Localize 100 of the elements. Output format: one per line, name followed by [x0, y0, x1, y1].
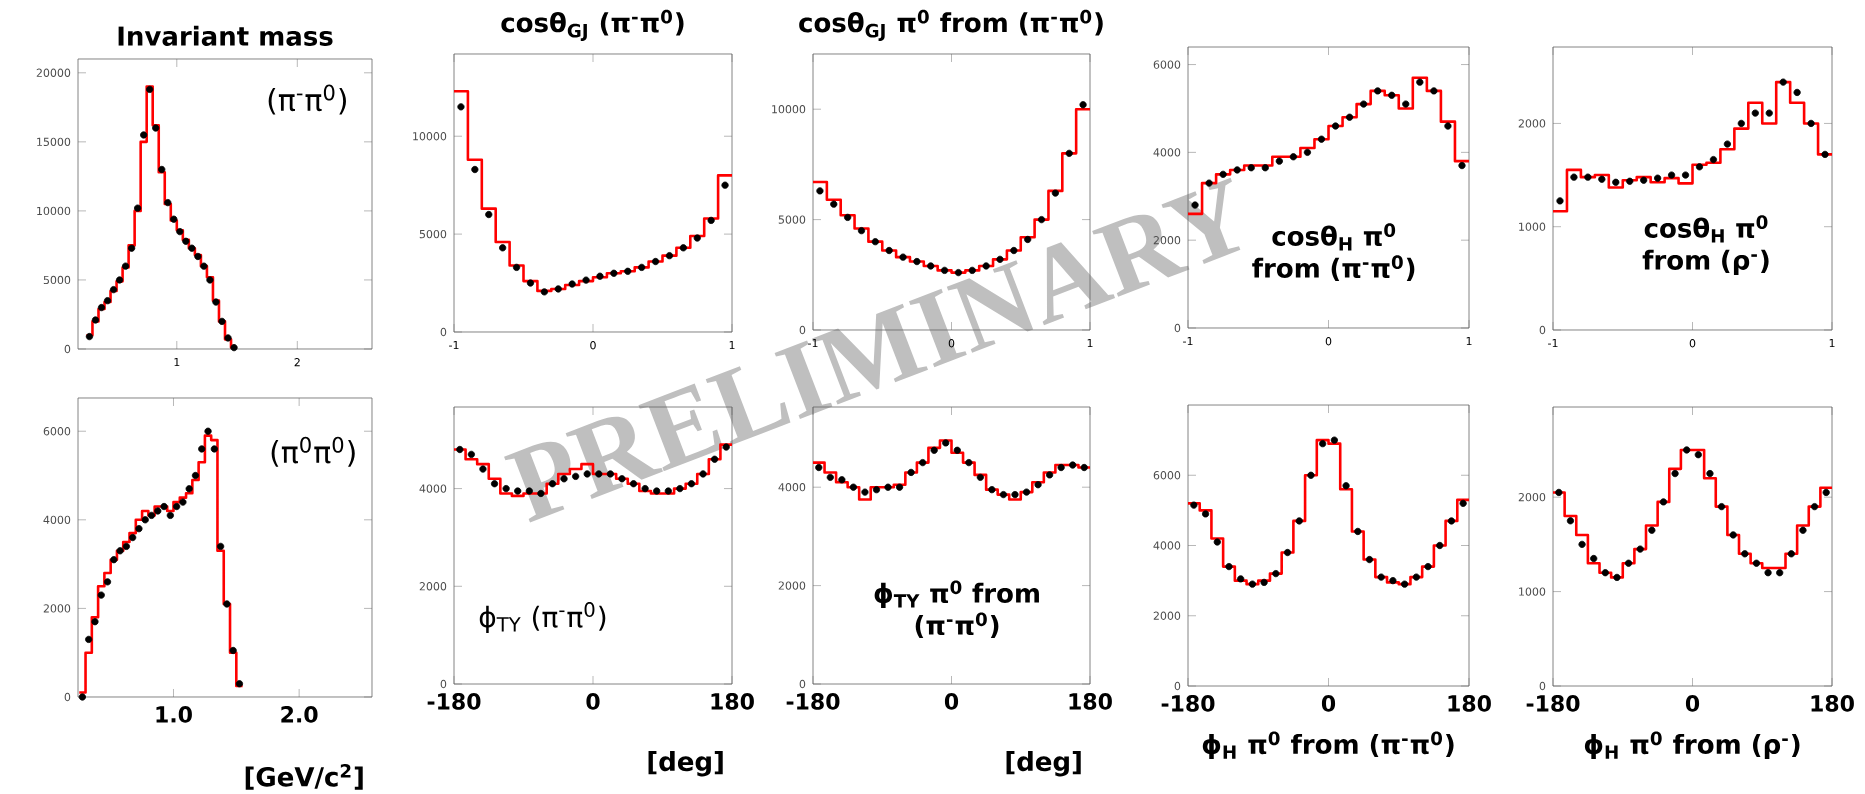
point	[1640, 176, 1648, 184]
chart-title: Invariant mass	[118, 25, 333, 46]
x-tick-label: 180	[1811, 695, 1854, 712]
text: ϕ$_{TY}$ π$^{0}$ from (π$^{-}$π$^{0}$)	[874, 580, 1039, 639]
point	[1307, 471, 1315, 479]
y-tick-label: 1000	[1519, 587, 1546, 596]
x-axis-title: [deg]	[1006, 751, 1081, 777]
y-tick-label: 0	[440, 327, 447, 337]
point	[122, 262, 130, 270]
x-tick-label: 2.0	[281, 706, 318, 723]
point	[1695, 163, 1704, 171]
point	[1723, 140, 1731, 148]
y-tick-label: 2000	[778, 581, 806, 590]
text: ϕ$_{H}$ π$^{0}$ from (π$^{-}$π$^{0}$)	[1202, 731, 1454, 760]
point	[1233, 166, 1241, 174]
point	[457, 103, 465, 111]
point	[1365, 555, 1374, 564]
y-tick-label: 1000	[1519, 222, 1546, 231]
point	[1765, 109, 1773, 117]
point	[1751, 109, 1759, 117]
point	[1821, 150, 1829, 159]
point	[185, 485, 193, 493]
x-tick-label: -1	[449, 341, 459, 350]
point	[1377, 573, 1385, 581]
point	[1213, 538, 1221, 546]
point	[229, 646, 237, 655]
annotation: (π$^{-}$π$^{0}$)	[268, 84, 346, 115]
x-tick-label: 0	[586, 693, 600, 710]
point	[1401, 580, 1409, 588]
point	[200, 262, 208, 270]
point	[1776, 569, 1784, 577]
y-tick-label: 0	[1174, 681, 1181, 691]
point	[1330, 436, 1338, 444]
point	[1225, 562, 1233, 571]
y-tick-label: 20000	[36, 68, 71, 77]
x-tick-label: 0	[944, 693, 959, 710]
point	[1402, 100, 1410, 108]
point	[122, 542, 130, 550]
point	[1079, 101, 1087, 109]
x-tick-label: 180	[1069, 693, 1112, 710]
point	[1436, 541, 1444, 550]
y-tick-label: 6000	[43, 427, 71, 436]
x-tick-label: -180	[427, 693, 481, 710]
point	[1319, 440, 1327, 448]
point	[166, 511, 174, 519]
point	[1289, 153, 1297, 161]
x-tick-label: 1	[1829, 339, 1835, 348]
point	[1648, 526, 1656, 534]
point	[194, 252, 202, 261]
point	[1556, 197, 1564, 205]
point	[1275, 157, 1283, 165]
y-tick-label: 4000	[1153, 541, 1181, 550]
point	[1694, 451, 1702, 459]
point	[191, 471, 200, 480]
x-tick-label: 1.0	[156, 706, 192, 723]
point	[1654, 174, 1662, 182]
point	[1717, 503, 1726, 511]
point	[1752, 559, 1761, 567]
x-axis-title: [deg]	[648, 751, 723, 777]
point	[1283, 548, 1292, 557]
x-tick-label: -1	[1548, 339, 1558, 348]
point	[1667, 171, 1676, 179]
point	[1444, 122, 1452, 130]
point	[173, 502, 181, 511]
point	[146, 85, 154, 93]
point	[1374, 87, 1382, 95]
point	[1636, 545, 1644, 553]
point	[1303, 148, 1312, 156]
point	[1793, 88, 1801, 97]
point	[1458, 161, 1466, 170]
y-tick-label: 4000	[419, 484, 447, 493]
point	[198, 445, 206, 453]
point	[1261, 164, 1269, 172]
y-tick-label: 2000	[1153, 611, 1181, 620]
y-tick-label: 5000	[419, 229, 447, 239]
point	[1248, 580, 1257, 588]
point	[164, 199, 172, 207]
y-tick-label: 0	[1539, 325, 1546, 335]
point	[1590, 554, 1598, 563]
y-tick-label: 4000	[1153, 148, 1181, 157]
point	[1317, 135, 1326, 143]
point	[1626, 177, 1634, 185]
point	[1706, 469, 1714, 478]
point	[134, 204, 142, 212]
point	[1764, 569, 1772, 577]
point	[224, 334, 232, 342]
point	[91, 618, 99, 626]
point	[1237, 575, 1245, 583]
point	[1612, 178, 1620, 186]
annotation: ϕ$_{TY}$ (π$^{-}$π$^{0}$)	[479, 602, 606, 633]
y-tick-label: 5000	[43, 275, 71, 285]
point	[1345, 113, 1354, 121]
point	[1671, 469, 1679, 478]
point	[154, 507, 162, 515]
point	[212, 298, 220, 306]
x-tick-label: 0	[1685, 695, 1700, 712]
point	[1424, 562, 1432, 571]
point	[467, 450, 475, 458]
point	[217, 542, 225, 550]
point	[479, 465, 487, 473]
